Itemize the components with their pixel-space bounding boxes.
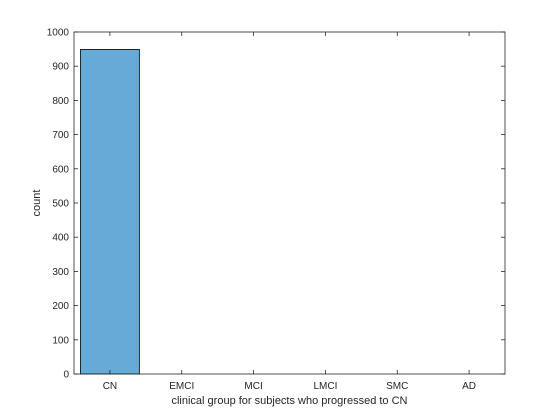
x-axis-label: clinical group for subjects who progress… <box>171 395 407 407</box>
y-tick-label: 200 <box>52 301 69 312</box>
plot-area <box>74 32 505 374</box>
y-tick-label: 1000 <box>47 28 70 39</box>
y-tick-label: 600 <box>52 164 69 175</box>
bar-cn <box>80 49 140 375</box>
y-tick-label: 0 <box>63 370 69 381</box>
y-axis-label: count <box>31 190 43 217</box>
x-tick-label: MCI <box>244 381 262 392</box>
y-tick-label: 100 <box>52 335 69 346</box>
x-tick-label: LMCI <box>313 381 337 392</box>
y-tick-label: 400 <box>52 233 69 244</box>
x-tick-label: EMCI <box>169 381 194 392</box>
x-tick-label: SMC <box>386 381 408 392</box>
bars-group <box>80 49 140 375</box>
y-tick-label: 700 <box>52 130 69 141</box>
y-tick-label: 900 <box>52 62 69 73</box>
y-tick-label: 300 <box>52 267 69 278</box>
y-axis-ticks: 0 100 200 300 400 500 600 700 800 900 1000 <box>47 28 505 381</box>
x-tick-label: CN <box>103 381 117 392</box>
y-tick-label: 500 <box>52 199 69 210</box>
y-tick-label: 800 <box>52 96 69 107</box>
x-tick-label: AD <box>462 381 476 392</box>
x-axis-ticks: CN EMCI MCI LMCI SMC AD <box>103 32 476 392</box>
